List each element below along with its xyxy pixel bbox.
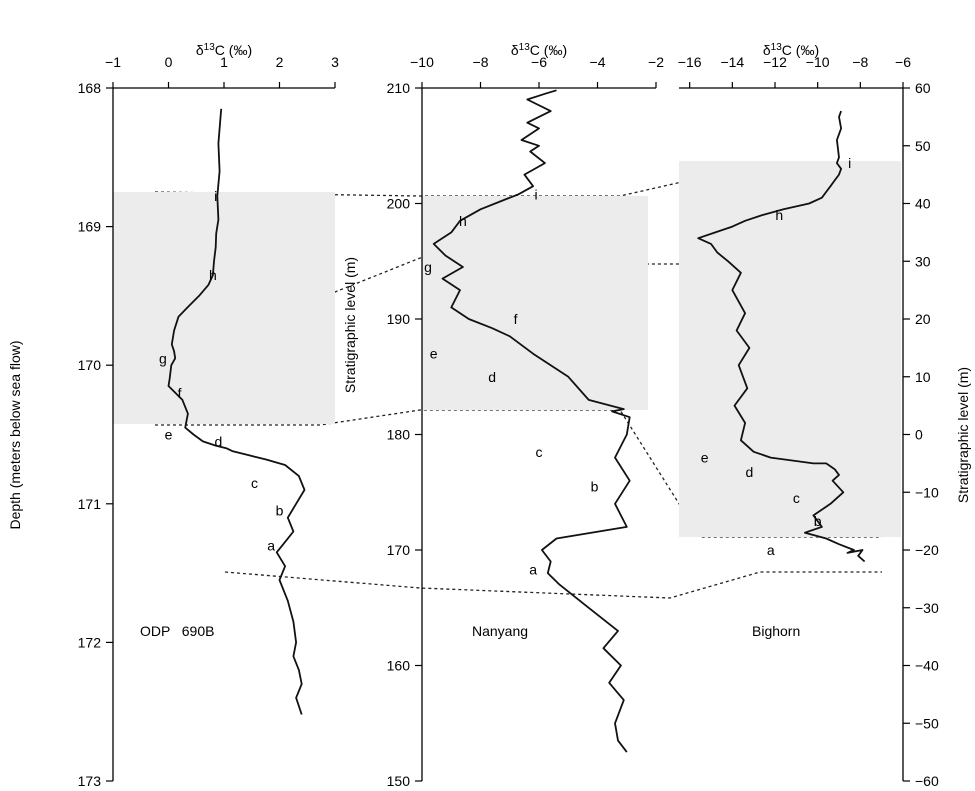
y-tick-label: 190 (387, 311, 411, 327)
x-tick-label: −10 (410, 54, 434, 70)
y-tick-label: 160 (387, 658, 411, 674)
y-tick-label: 169 (78, 219, 102, 235)
x-ticks: −16 −14 −12 −10 −8 −6 (678, 54, 911, 88)
event-marker-b: b (814, 513, 822, 529)
event-marker-a: a (529, 562, 537, 578)
event-marker-g: g (424, 259, 432, 275)
section-label: ODP 690B (140, 623, 214, 639)
event-marker-e: e (701, 450, 709, 466)
y-tick-label: 173 (78, 773, 102, 789)
y-axis-title: Depth (meters below sea flow) (7, 340, 23, 529)
y-tick-label: −60 (915, 773, 939, 789)
event-marker-d: d (215, 433, 223, 449)
event-marker-f: f (514, 311, 518, 327)
x-tick-label: −2 (648, 54, 664, 70)
event-marker-d: d (746, 464, 754, 480)
x-tick-label: 1 (220, 54, 228, 70)
y-tick-label: 10 (915, 369, 931, 385)
y-tick-label: 172 (78, 634, 102, 650)
y-tick-label: 210 (387, 80, 411, 96)
pete-interval-band (679, 161, 901, 537)
y-ticks: 168 169 170 171 172 173 (78, 80, 113, 789)
x-tick-label: −4 (590, 54, 606, 70)
panel-odp-690b: −1 0 1 2 3 168 169 170 171 172 173 δ13C (‰) Depth… (7, 42, 339, 789)
x-tick-label: 0 (165, 54, 173, 70)
y-tick-label: 180 (387, 427, 411, 443)
x-axis-title: δ13C (‰) (196, 42, 252, 58)
section-label: Bighorn (752, 623, 800, 639)
event-marker-g: g (159, 350, 167, 366)
x-tick-label: −12 (763, 54, 787, 70)
y-ticks: 150 160 170 180 190 200 210 (387, 80, 422, 789)
x-tick-label: −6 (531, 54, 547, 70)
event-marker-c: c (793, 490, 800, 506)
event-marker-h: h (209, 267, 217, 283)
x-ticks: −10 −8 −6 −4 −2 (410, 54, 664, 88)
event-markers: i h e d cb a (701, 155, 852, 558)
panel-bighorn: −16 −14 −12 −10 −8 −6 −60 −50 −40 −30 −20 −10 0 10 20… (678, 42, 971, 789)
event-marker-c: c (251, 475, 258, 491)
event-marker-h: h (775, 207, 783, 223)
event-markers: i h g f e d c b a (424, 186, 599, 577)
x-tick-label: −1 (105, 54, 121, 70)
y-tick-label: 30 (915, 253, 931, 269)
event-marker-f: f (178, 385, 182, 401)
d13c-curve (697, 110, 866, 563)
event-marker-i: i (535, 186, 538, 202)
event-marker-c: c (536, 444, 543, 460)
x-tick-label: −8 (473, 54, 489, 70)
y-axis-title: Stratigraphic level (m) (955, 367, 971, 503)
y-tick-label: −20 (915, 542, 939, 558)
x-tick-label: 3 (331, 54, 339, 70)
y-tick-label: −50 (915, 715, 939, 731)
event-marker-i: i (848, 155, 851, 171)
y-tick-label: 170 (387, 542, 411, 558)
x-tick-label: −6 (895, 54, 911, 70)
y-tick-label: 40 (915, 196, 931, 212)
y-tick-label: 20 (915, 311, 931, 327)
d13c-curve (167, 108, 306, 715)
x-ticks: −1 0 1 2 3 (105, 54, 339, 88)
y-tick-label: −30 (915, 600, 939, 616)
y-tick-label: 200 (387, 196, 411, 212)
x-tick-label: −14 (720, 54, 744, 70)
x-tick-label: 2 (276, 54, 284, 70)
event-marker-i: i (214, 188, 217, 204)
event-marker-e: e (165, 427, 173, 443)
y-tick-label: −10 (915, 484, 939, 500)
event-marker-d: d (488, 369, 496, 385)
y-tick-label: 170 (78, 357, 102, 373)
y-ticks: −60 −50 −40 −30 −20 −10 0 10 20 30 40 50 60 (903, 80, 939, 789)
event-marker-b: b (591, 478, 599, 494)
event-marker-h: h (459, 213, 467, 229)
section-label: Nanyang (472, 623, 528, 639)
y-axis-title: Stratigraphic level (m) (342, 257, 358, 393)
event-marker-b: b (276, 503, 284, 519)
event-marker-e: e (430, 346, 438, 362)
x-axis-title: δ13C (‰) (511, 42, 567, 58)
x-tick-label: −10 (806, 54, 830, 70)
y-tick-label: 150 (387, 773, 411, 789)
y-tick-label: 168 (78, 80, 102, 96)
y-tick-label: −40 (915, 658, 939, 674)
y-tick-label: 171 (78, 496, 102, 512)
pete-interval-band (113, 192, 335, 424)
x-tick-label: −8 (852, 54, 868, 70)
d13c-curve (432, 89, 631, 753)
y-tick-label: 50 (915, 138, 931, 154)
event-marker-a: a (767, 542, 775, 558)
event-markers: i h g f e d c b a (159, 188, 284, 553)
event-marker-a: a (267, 537, 275, 553)
panel-nanyang: −10 −8 −6 −4 −2 150 160 170 180 190 200 210 δ13C (… (342, 42, 664, 789)
pete-interval-band (422, 196, 648, 410)
y-tick-label: 0 (915, 427, 923, 443)
y-tick-label: 60 (915, 80, 931, 96)
correlation-line-a (224, 571, 882, 599)
x-tick-label: −16 (678, 54, 702, 70)
